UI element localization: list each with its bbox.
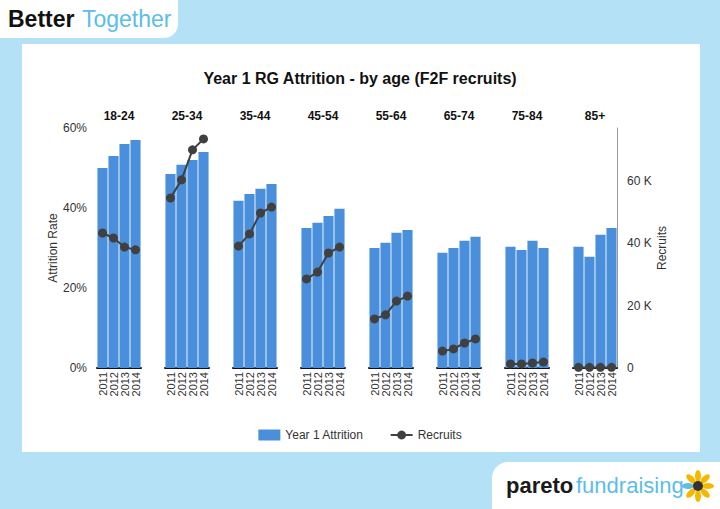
svg-text:25-34: 25-34 xyxy=(172,109,203,123)
svg-text:75-84: 75-84 xyxy=(512,109,543,123)
svg-text:2012: 2012 xyxy=(379,372,392,397)
svg-text:35-44: 35-44 xyxy=(240,109,271,123)
svg-text:18-24: 18-24 xyxy=(104,109,135,123)
svg-text:85+: 85+ xyxy=(585,109,605,123)
svg-text:2011: 2011 xyxy=(300,372,313,396)
svg-text:60%: 60% xyxy=(63,121,87,135)
svg-text:2013: 2013 xyxy=(118,372,131,397)
svg-text:2013: 2013 xyxy=(322,372,335,397)
svg-text:2013: 2013 xyxy=(458,372,471,397)
svg-text:Year 1 Attrition: Year 1 Attrition xyxy=(285,428,363,442)
svg-text:2013: 2013 xyxy=(390,372,403,397)
svg-text:2013: 2013 xyxy=(594,372,607,397)
svg-text:2014: 2014 xyxy=(266,372,278,396)
svg-text:20 K: 20 K xyxy=(627,299,652,313)
svg-text:65-74: 65-74 xyxy=(444,109,475,123)
svg-text:2011: 2011 xyxy=(368,372,381,396)
svg-text:2011: 2011 xyxy=(232,372,245,396)
svg-text:2013: 2013 xyxy=(526,372,539,397)
svg-text:2013: 2013 xyxy=(254,372,267,397)
svg-text:2011: 2011 xyxy=(572,372,585,396)
svg-text:2014: 2014 xyxy=(402,372,414,396)
svg-text:2014: 2014 xyxy=(538,372,550,396)
svg-text:2012: 2012 xyxy=(515,372,528,397)
svg-text:Recruits: Recruits xyxy=(655,226,669,270)
svg-text:2012: 2012 xyxy=(583,372,596,397)
svg-text:2012: 2012 xyxy=(311,372,324,397)
svg-text:45-54: 45-54 xyxy=(308,109,339,123)
svg-text:2012: 2012 xyxy=(447,372,460,397)
svg-text:2014: 2014 xyxy=(606,372,618,396)
svg-text:2011: 2011 xyxy=(436,372,449,396)
svg-text:2014: 2014 xyxy=(470,372,482,396)
svg-text:2011: 2011 xyxy=(504,372,517,396)
svg-text:2012: 2012 xyxy=(107,372,120,397)
svg-text:55-64: 55-64 xyxy=(376,109,407,123)
svg-text:Recruits: Recruits xyxy=(418,428,462,442)
svg-text:2014: 2014 xyxy=(198,372,210,396)
svg-text:2013: 2013 xyxy=(186,372,199,397)
svg-text:0%: 0% xyxy=(70,361,88,375)
svg-text:Attrition Rate: Attrition Rate xyxy=(46,213,60,283)
svg-text:2011: 2011 xyxy=(96,372,109,396)
svg-text:2012: 2012 xyxy=(243,372,256,397)
svg-text:0: 0 xyxy=(627,361,634,375)
svg-text:60 K: 60 K xyxy=(627,174,652,188)
html-text:Better Together: Better Together xyxy=(8,6,172,32)
svg-text:2014: 2014 xyxy=(130,372,142,396)
svg-text:2011: 2011 xyxy=(164,372,177,396)
svg-text:40 K: 40 K xyxy=(627,236,652,250)
svg-text:20%: 20% xyxy=(63,281,87,295)
svg-text:2014: 2014 xyxy=(334,372,346,396)
svg-text:40%: 40% xyxy=(63,201,87,215)
svg-text:2012: 2012 xyxy=(175,372,188,397)
html-text:pareto fundraising: pareto fundraising xyxy=(506,473,684,498)
svg-text:Year 1 RG Attrition - by age (: Year 1 RG Attrition - by age (F2F recrui… xyxy=(203,70,516,87)
